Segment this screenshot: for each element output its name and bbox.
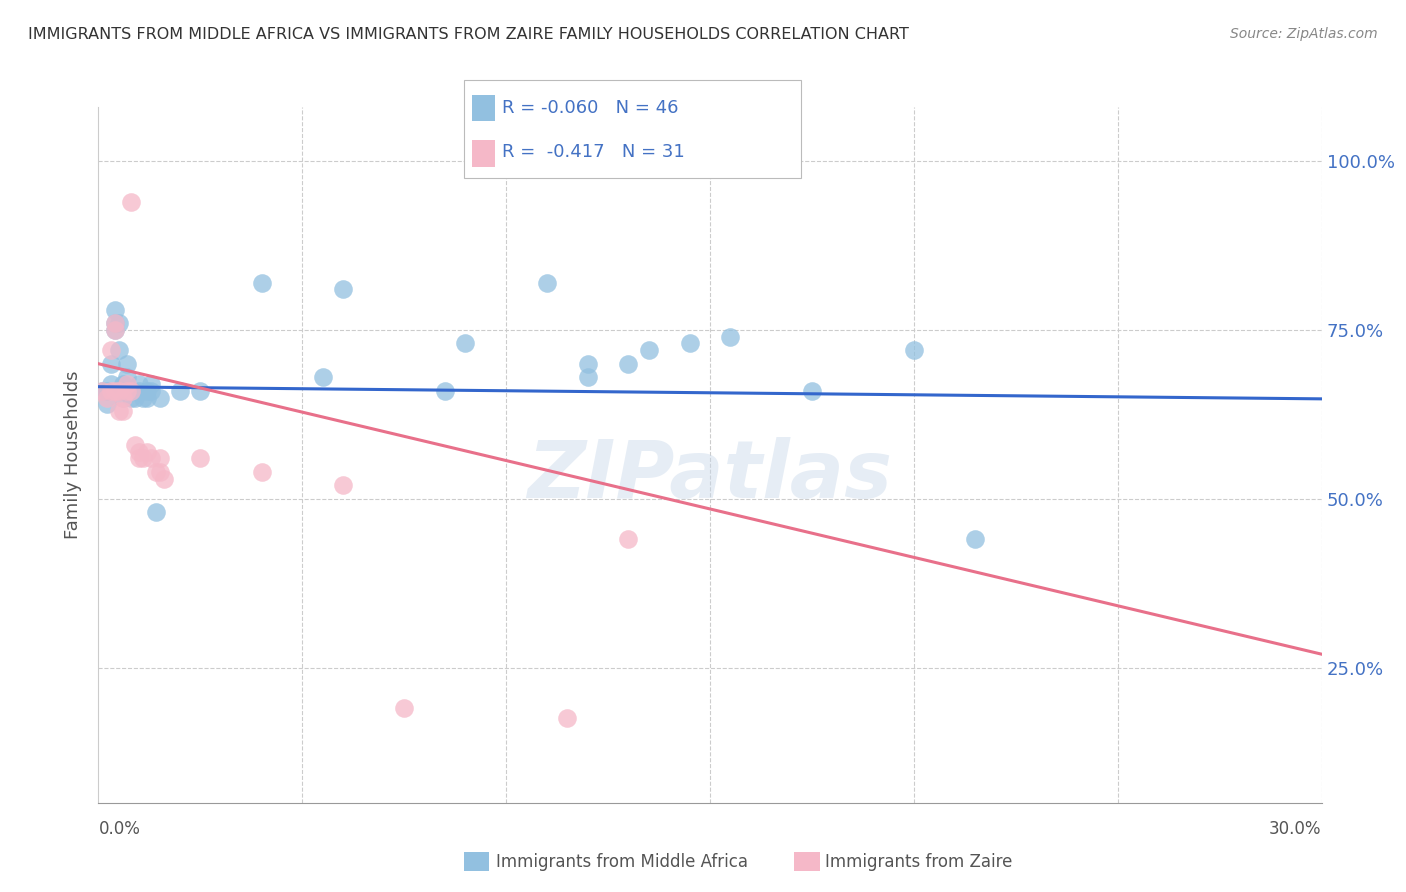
Point <box>128 384 150 398</box>
Point <box>104 323 127 337</box>
Point <box>115 370 138 384</box>
Point <box>454 336 477 351</box>
Point <box>250 465 273 479</box>
Point <box>104 316 127 330</box>
Point <box>108 343 131 358</box>
Point <box>91 384 114 398</box>
Text: 0.0%: 0.0% <box>98 820 141 838</box>
Point <box>617 533 640 547</box>
Point <box>152 472 174 486</box>
Point <box>250 276 273 290</box>
Point <box>392 701 416 715</box>
Point <box>679 336 702 351</box>
Point <box>96 397 118 411</box>
Point <box>111 391 134 405</box>
Text: ZIPatlas: ZIPatlas <box>527 437 893 515</box>
Point <box>120 391 142 405</box>
Point <box>108 384 131 398</box>
Point <box>91 384 114 398</box>
Point <box>100 376 122 391</box>
Point <box>124 438 146 452</box>
Point <box>104 316 127 330</box>
Point <box>557 711 579 725</box>
Point <box>111 376 134 391</box>
Point <box>124 391 146 405</box>
Point <box>576 357 599 371</box>
Point <box>332 478 354 492</box>
Point <box>128 376 150 391</box>
Point <box>965 533 987 547</box>
Text: Source: ZipAtlas.com: Source: ZipAtlas.com <box>1230 27 1378 41</box>
Point <box>108 384 131 398</box>
Y-axis label: Family Households: Family Households <box>65 371 83 539</box>
Point <box>132 451 155 466</box>
Point <box>149 391 172 405</box>
Point <box>576 370 599 384</box>
Point <box>115 357 138 371</box>
Point <box>149 451 172 466</box>
Point <box>115 384 138 398</box>
Point <box>108 404 131 418</box>
Point <box>104 323 127 337</box>
Point <box>100 357 122 371</box>
Point <box>96 391 118 405</box>
Point <box>188 384 212 398</box>
Point <box>434 384 457 398</box>
Text: R =  -0.417   N = 31: R = -0.417 N = 31 <box>502 143 685 161</box>
Point <box>141 451 163 466</box>
Point <box>104 384 127 398</box>
Point <box>141 376 163 391</box>
Point <box>115 384 138 398</box>
Point <box>120 384 142 398</box>
Point <box>145 465 167 479</box>
Point <box>145 505 167 519</box>
Text: IMMIGRANTS FROM MIDDLE AFRICA VS IMMIGRANTS FROM ZAIRE FAMILY HOUSEHOLDS CORRELA: IMMIGRANTS FROM MIDDLE AFRICA VS IMMIGRA… <box>28 27 910 42</box>
Text: Immigrants from Middle Africa: Immigrants from Middle Africa <box>496 853 748 871</box>
Point <box>169 384 191 398</box>
Text: Immigrants from Zaire: Immigrants from Zaire <box>825 853 1012 871</box>
Point <box>96 384 118 398</box>
Point <box>128 444 150 458</box>
Point <box>188 451 212 466</box>
Point <box>617 357 640 371</box>
Point <box>111 384 134 398</box>
Point <box>136 384 159 398</box>
Point <box>136 444 159 458</box>
Point <box>100 384 122 398</box>
Point <box>149 465 172 479</box>
Point <box>111 391 134 405</box>
Text: R = -0.060   N = 46: R = -0.060 N = 46 <box>502 99 679 117</box>
Point <box>903 343 925 358</box>
Point <box>128 451 150 466</box>
Point <box>104 302 127 317</box>
Point <box>141 384 163 398</box>
Point <box>312 370 335 384</box>
Point <box>111 404 134 418</box>
Point <box>120 194 142 209</box>
Text: 30.0%: 30.0% <box>1270 820 1322 838</box>
Point <box>120 384 142 398</box>
Point <box>100 343 122 358</box>
Point <box>332 282 354 296</box>
Point <box>136 391 159 405</box>
Point <box>536 276 558 290</box>
Point <box>720 329 742 343</box>
Point <box>132 391 155 405</box>
Point <box>638 343 661 358</box>
Point <box>108 316 131 330</box>
Point <box>115 376 138 391</box>
Point <box>801 384 824 398</box>
